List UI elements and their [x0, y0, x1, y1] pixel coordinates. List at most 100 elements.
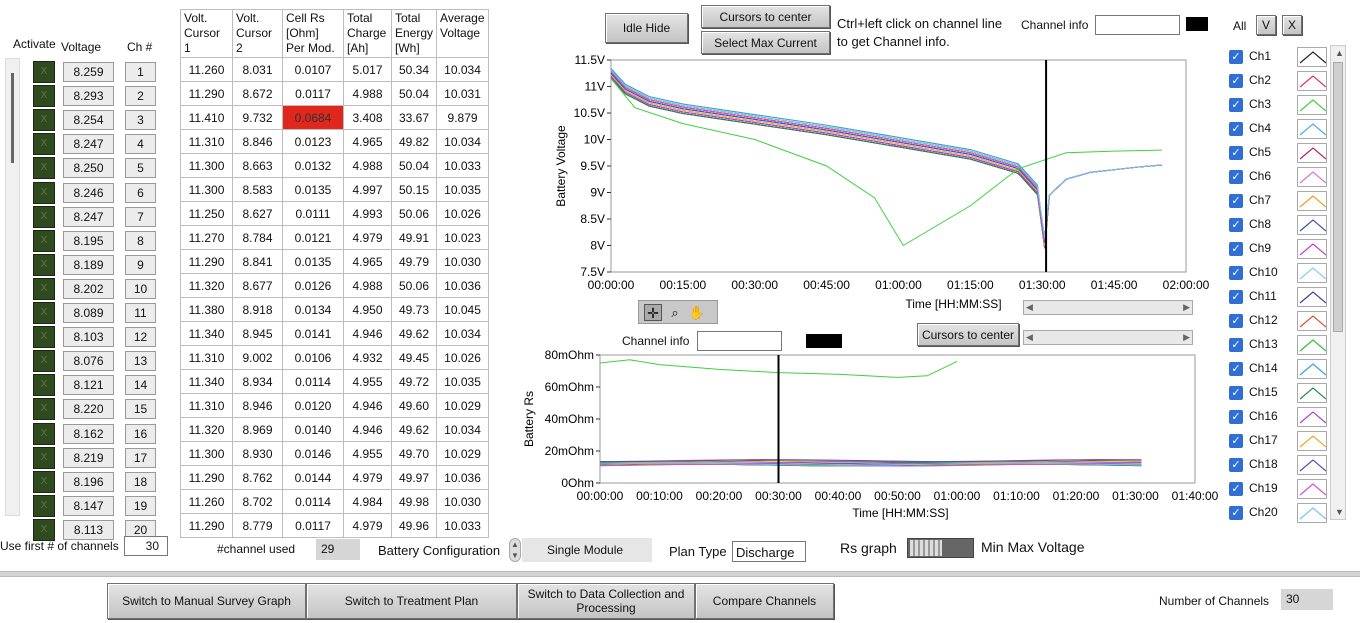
channel-checkbox[interactable]: ✓ — [1229, 146, 1243, 160]
battery-config-select[interactable]: Single Module — [522, 538, 652, 562]
channel-checkbox[interactable]: ✓ — [1229, 194, 1243, 208]
table-cell: 0.0684 — [282, 105, 344, 130]
voltage-series-line[interactable] — [610, 78, 1163, 247]
activate-toggle[interactable]: X — [33, 61, 55, 83]
zoom-icon[interactable]: ⌕ — [671, 305, 679, 320]
compare-channels-button[interactable]: Compare Channels — [695, 583, 834, 619]
channel-checkbox[interactable]: ✓ — [1229, 434, 1243, 448]
channel-color-swatch[interactable] — [1297, 287, 1327, 307]
channel-color-swatch[interactable] — [1297, 359, 1327, 379]
all-v-button[interactable]: V — [1256, 15, 1276, 35]
rs-graph-toggle[interactable] — [907, 538, 974, 558]
activate-toggle[interactable]: X — [33, 326, 55, 349]
channel-color-swatch[interactable] — [1297, 455, 1327, 475]
rs-series-line[interactable] — [599, 459, 1142, 463]
voltage-chart-hscroll[interactable]: ◀ ▶ — [1023, 300, 1193, 315]
channel-color-swatch[interactable] — [1297, 383, 1327, 403]
battery-config-stepper[interactable]: ▲ ▼ — [509, 538, 521, 562]
activate-toggle[interactable]: X — [33, 446, 55, 469]
table-cell: 10.023 — [436, 225, 490, 250]
channel-color-swatch[interactable] — [1297, 71, 1327, 91]
channel-checkbox[interactable]: ✓ — [1229, 362, 1243, 376]
treatment-plan-button[interactable]: Switch to Treatment Plan — [306, 583, 517, 619]
activate-toggle[interactable]: X — [33, 302, 55, 324]
channel-checkbox[interactable]: ✓ — [1229, 122, 1243, 136]
activate-toggle[interactable]: X — [33, 205, 55, 228]
channel-checkbox[interactable]: ✓ — [1229, 50, 1243, 64]
use-first-input[interactable]: 30 — [124, 536, 168, 556]
channel-color-swatch[interactable] — [1297, 503, 1327, 523]
crosshair-icon[interactable]: ✛ — [644, 304, 662, 321]
activate-toggle[interactable]: X — [33, 422, 55, 445]
channel-color-swatch[interactable] — [1297, 407, 1327, 427]
channel-checkbox[interactable]: ✓ — [1229, 410, 1243, 424]
table-cell: 10.033 — [436, 513, 490, 538]
rs-channel-info-field[interactable] — [697, 331, 782, 351]
activate-toggle[interactable]: X — [33, 350, 55, 373]
voltage-series-line[interactable] — [610, 69, 1163, 238]
rs-cursors-to-center-button[interactable]: Cursors to center — [917, 323, 1019, 346]
channel-list-scrollbar[interactable]: ▲ ▼ — [1330, 45, 1346, 520]
channel-color-swatch[interactable] — [1297, 167, 1327, 187]
channel-list-scroll-thumb[interactable] — [1333, 62, 1343, 332]
activate-toggle[interactable]: X — [33, 85, 55, 108]
activate-toggle[interactable]: X — [33, 398, 55, 421]
channel-color-swatch[interactable] — [1297, 95, 1327, 115]
channel-checkbox[interactable]: ✓ — [1229, 290, 1243, 304]
x-tick-label: 00:10:00 — [636, 489, 683, 503]
channel-checkbox[interactable]: ✓ — [1229, 458, 1243, 472]
channel-checkbox[interactable]: ✓ — [1229, 314, 1243, 328]
rs-series-line[interactable] — [599, 462, 1142, 466]
channel-color-swatch[interactable] — [1297, 215, 1327, 235]
channel-checkbox[interactable]: ✓ — [1229, 98, 1243, 112]
channel-checkbox[interactable]: ✓ — [1229, 266, 1243, 280]
activate-toggle[interactable]: X — [33, 157, 55, 180]
left-scrollbar[interactable] — [5, 58, 20, 516]
voltage-value: 8.219 — [63, 447, 114, 468]
idle-hide-button[interactable]: Idle Hide — [605, 13, 688, 43]
pan-hand-icon[interactable]: ✋ — [688, 305, 706, 320]
channel-checkbox[interactable]: ✓ — [1229, 506, 1243, 520]
activate-toggle[interactable]: X — [33, 470, 55, 493]
activate-toggle[interactable]: X — [33, 253, 55, 276]
channel-color-swatch[interactable] — [1297, 263, 1327, 283]
cursors-to-center-button[interactable]: Cursors to center — [701, 5, 830, 28]
activate-toggle[interactable]: X — [33, 277, 55, 300]
activate-toggle[interactable]: X — [33, 494, 55, 517]
channel-checkbox[interactable]: ✓ — [1229, 338, 1243, 352]
data-collection-button[interactable]: Switch to Data Collection and Processing — [517, 583, 695, 619]
activate-toggle[interactable]: X — [33, 518, 55, 541]
channel-color-swatch[interactable] — [1297, 335, 1327, 355]
channel-checkbox[interactable]: ✓ — [1229, 386, 1243, 400]
table-cell: 11.290 — [180, 465, 233, 490]
activate-toggle[interactable]: X — [33, 109, 55, 132]
channel-checkbox[interactable]: ✓ — [1229, 242, 1243, 256]
channel-color-swatch[interactable] — [1297, 239, 1327, 259]
select-max-current-button[interactable]: Select Max Current — [701, 31, 830, 54]
channel-checkbox[interactable]: ✓ — [1229, 482, 1243, 496]
channel-color-swatch[interactable] — [1297, 119, 1327, 139]
activate-toggle[interactable]: X — [33, 229, 55, 252]
all-x-button[interactable]: X — [1282, 15, 1302, 35]
channel-checkbox[interactable]: ✓ — [1229, 218, 1243, 232]
activate-toggle[interactable]: X — [33, 374, 55, 397]
voltage-chart[interactable]: 11.5V 11V 10.5V 10V 9.5V 9V 8.5V 8V 7.5V00:00:00… — [545, 50, 1225, 320]
channel-color-swatch[interactable] — [1297, 191, 1327, 211]
channel-info-field[interactable] — [1095, 15, 1180, 35]
channel-color-swatch[interactable] — [1297, 47, 1327, 67]
channel-color-swatch[interactable] — [1297, 479, 1327, 499]
channel-checkbox[interactable]: ✓ — [1229, 74, 1243, 88]
activate-toggle[interactable]: X — [33, 133, 55, 156]
activate-toggle[interactable]: X — [33, 181, 55, 204]
plan-type-field[interactable]: Discharge — [732, 541, 806, 562]
channel-checkbox[interactable]: ✓ — [1229, 170, 1243, 184]
rs-graph-toggle-knob[interactable] — [910, 540, 942, 556]
channel-color-swatch[interactable] — [1297, 143, 1327, 163]
channel-color-swatch[interactable] — [1297, 311, 1327, 331]
channel-color-swatch[interactable] — [1297, 431, 1327, 451]
rs-series-line[interactable] — [599, 463, 1142, 467]
left-scrollbar-thumb[interactable] — [11, 73, 14, 163]
rs-chart-hscroll[interactable]: ◀ ▶ — [1023, 330, 1193, 345]
manual-survey-graph-button[interactable]: Switch to Manual Survey Graph — [107, 583, 306, 619]
